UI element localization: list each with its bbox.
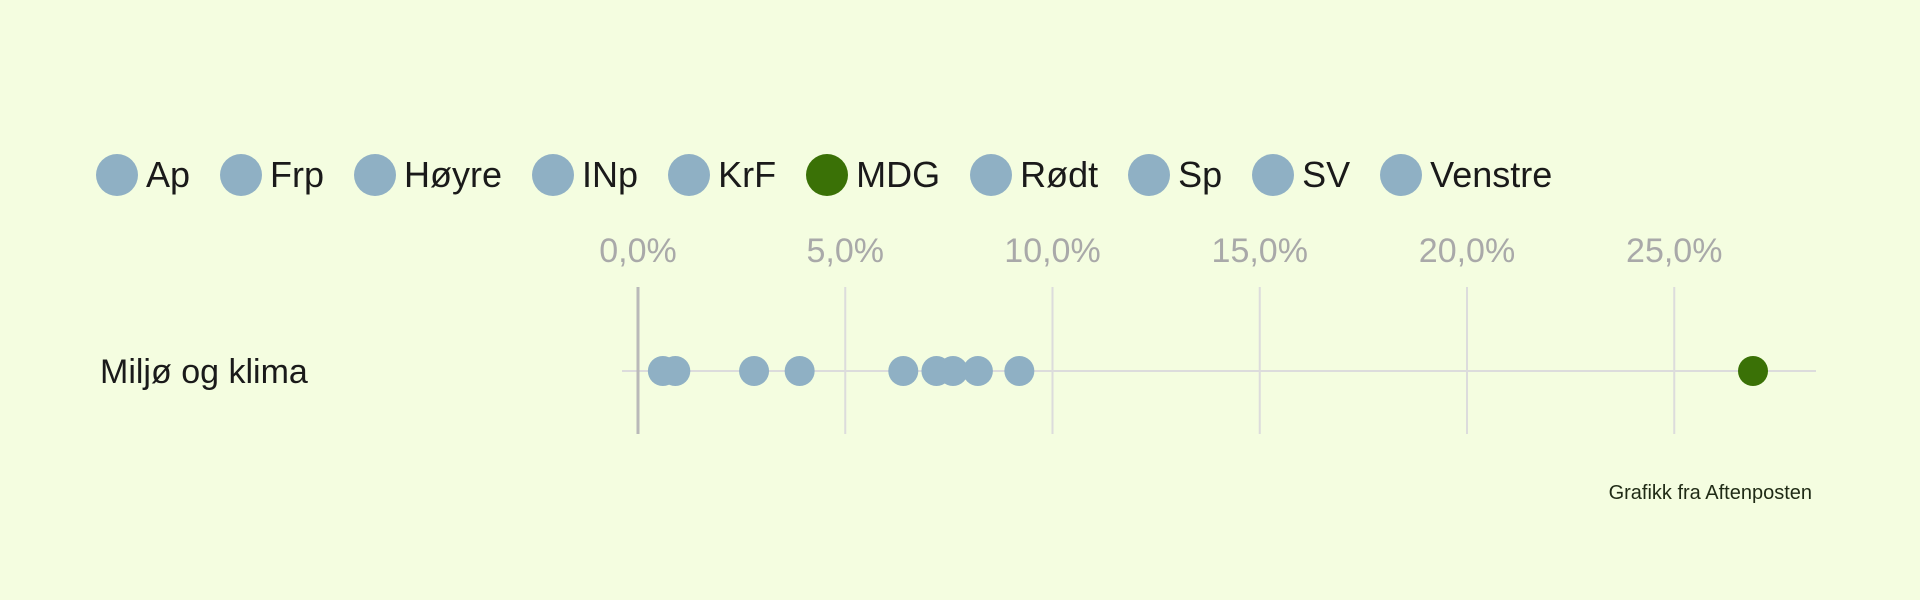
legend-swatch <box>1252 154 1295 196</box>
x-tick-label: 15,0% <box>1212 232 1308 270</box>
legend-item[interactable]: Sp <box>1128 154 1222 196</box>
data-point <box>921 356 952 386</box>
legend-label: Høyre <box>404 154 503 195</box>
legend-swatch <box>354 154 397 196</box>
data-point <box>660 356 691 386</box>
data-point <box>784 356 815 386</box>
legend-swatch <box>220 154 263 196</box>
legend-item[interactable]: MDG <box>806 154 940 196</box>
data-point <box>739 356 770 386</box>
legend-label: Sp <box>1178 154 1223 195</box>
legend-label: MDG <box>856 154 941 195</box>
category-label: Miljø og klima <box>100 353 308 391</box>
credit-text: Grafikk fra Aftenposten <box>1608 482 1812 504</box>
legend-label: KrF <box>718 154 777 195</box>
x-tick-label: 20,0% <box>1419 232 1515 270</box>
legend-item[interactable]: Ap <box>96 154 190 196</box>
legend-label: Ap <box>146 154 191 195</box>
legend-swatch <box>532 154 575 196</box>
x-tick-label: 10,0% <box>1004 232 1100 270</box>
legend-swatch <box>96 154 138 196</box>
legend-label: Rødt <box>1020 154 1099 195</box>
x-tick-label: 25,0% <box>1626 232 1722 270</box>
legend-item[interactable]: SV <box>1252 154 1350 196</box>
legend-label: Venstre <box>1430 154 1553 195</box>
legend-swatch <box>1380 154 1423 196</box>
x-tick-label: 0,0% <box>599 232 677 270</box>
legend-swatch <box>1128 154 1171 196</box>
legend-item[interactable]: Venstre <box>1380 154 1552 196</box>
legend-item[interactable]: Høyre <box>354 154 502 196</box>
legend-item[interactable]: KrF <box>668 154 776 196</box>
legend-swatch <box>668 154 711 196</box>
data-point <box>1738 356 1769 386</box>
legend-swatch <box>806 154 849 196</box>
x-tick-label: 5,0% <box>807 232 885 270</box>
legend-item[interactable]: INp <box>532 154 638 196</box>
legend: Ap Frp Høyre INp KrF MDG Rødt Sp SV Venstre <box>96 150 1582 200</box>
data-point <box>1004 356 1035 386</box>
data-point <box>962 356 993 386</box>
legend-label: INp <box>582 154 639 195</box>
legend-swatch <box>970 154 1013 196</box>
legend-item[interactable]: Frp <box>220 154 324 196</box>
legend-label: Frp <box>270 154 325 195</box>
legend-label: SV <box>1302 154 1351 195</box>
legend-item[interactable]: Rødt <box>970 154 1098 196</box>
data-point <box>888 356 919 386</box>
